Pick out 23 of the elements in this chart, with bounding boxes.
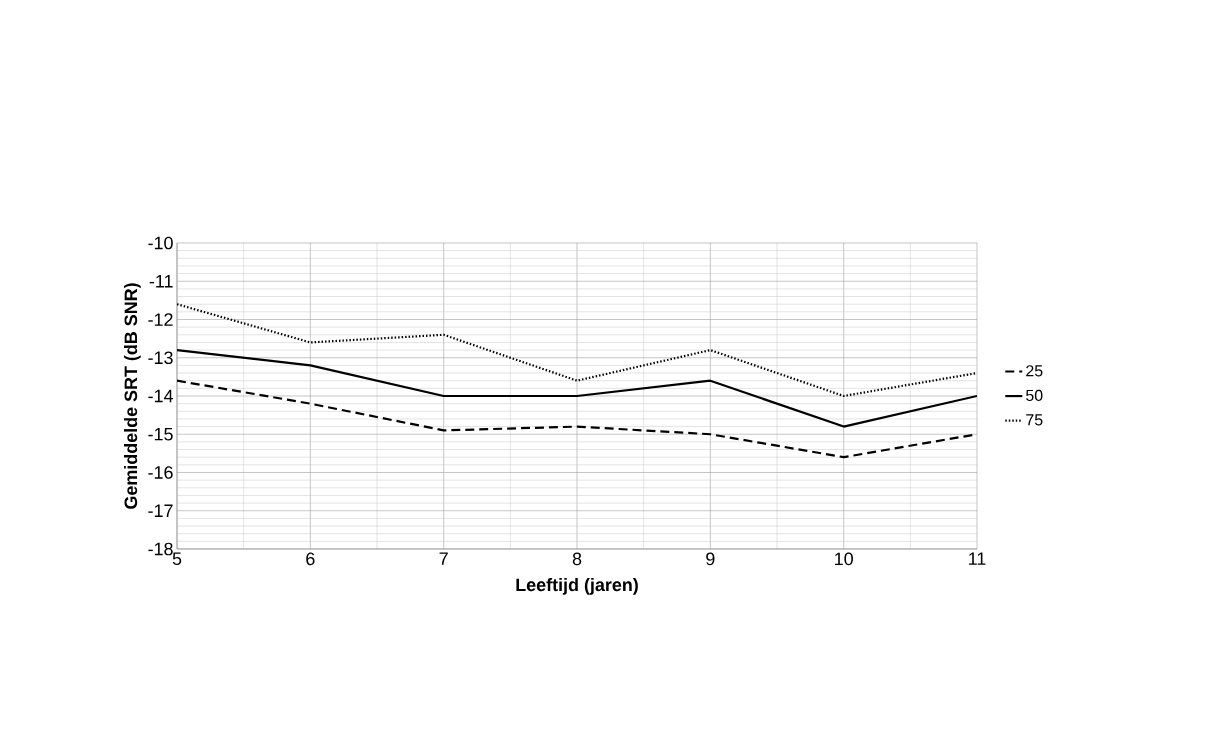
y-tick-label: -17 bbox=[148, 504, 173, 517]
legend-label: 25 bbox=[1026, 365, 1043, 377]
x-tick-label: 11 bbox=[969, 552, 986, 565]
x-tick-label: 8 bbox=[572, 552, 582, 566]
line-series bbox=[177, 348, 978, 428]
legend-label: 75 bbox=[1026, 414, 1043, 426]
y-tick-label: -16 bbox=[148, 466, 173, 479]
y-tick-label: -18 bbox=[148, 542, 173, 556]
x-tick-label: 6 bbox=[306, 552, 315, 566]
legend-label: 50 bbox=[1026, 389, 1043, 402]
y-tick-label: -12 bbox=[148, 313, 173, 326]
line-series bbox=[177, 303, 978, 398]
x-axis-title: Leeftijd (jaren) bbox=[516, 578, 638, 595]
y-tick-label: -13 bbox=[148, 351, 173, 365]
y-tick-label: -10 bbox=[148, 236, 173, 250]
x-tick-label: 5 bbox=[172, 552, 182, 566]
x-tick-label: 9 bbox=[706, 552, 715, 566]
y-tick-label: -11 bbox=[149, 275, 173, 288]
x-tick-label: 7 bbox=[439, 552, 448, 565]
y-tick-label: -15 bbox=[148, 427, 173, 441]
y-axis-title: Gemiddelde SRT (dB SNR) bbox=[124, 283, 141, 509]
y-tick-label: -14 bbox=[148, 389, 173, 403]
x-tick-label: 10 bbox=[835, 552, 853, 566]
